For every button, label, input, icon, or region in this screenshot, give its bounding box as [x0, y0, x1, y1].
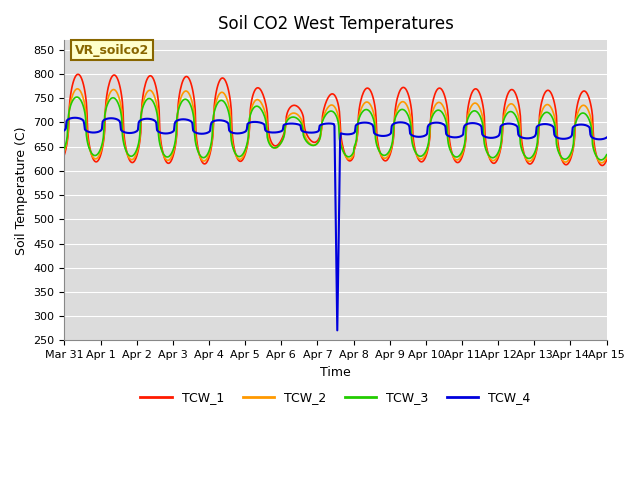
Text: VR_soilco2: VR_soilco2	[76, 44, 150, 57]
X-axis label: Time: Time	[320, 366, 351, 379]
Legend: TCW_1, TCW_2, TCW_3, TCW_4: TCW_1, TCW_2, TCW_3, TCW_4	[136, 386, 536, 409]
Y-axis label: Soil Temperature (C): Soil Temperature (C)	[15, 126, 28, 254]
Title: Soil CO2 West Temperatures: Soil CO2 West Temperatures	[218, 15, 454, 33]
